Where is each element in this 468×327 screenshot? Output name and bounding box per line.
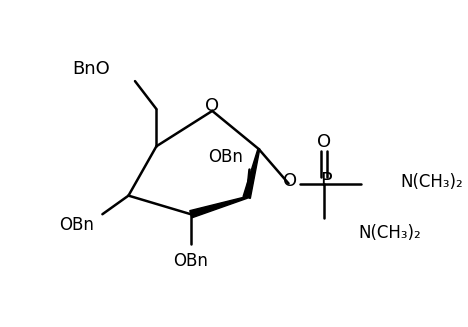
Text: OBn: OBn (59, 216, 94, 234)
Polygon shape (190, 197, 247, 218)
Text: O: O (205, 97, 219, 115)
Polygon shape (243, 149, 260, 198)
Text: BnO: BnO (72, 60, 110, 78)
Text: OBn: OBn (174, 252, 208, 270)
Text: P: P (320, 171, 332, 190)
Text: O: O (284, 172, 298, 190)
Text: N(CH₃)₂: N(CH₃)₂ (358, 224, 421, 242)
Text: O: O (317, 133, 331, 151)
Text: N(CH₃)₂: N(CH₃)₂ (400, 173, 463, 191)
Text: OBn: OBn (208, 148, 243, 166)
